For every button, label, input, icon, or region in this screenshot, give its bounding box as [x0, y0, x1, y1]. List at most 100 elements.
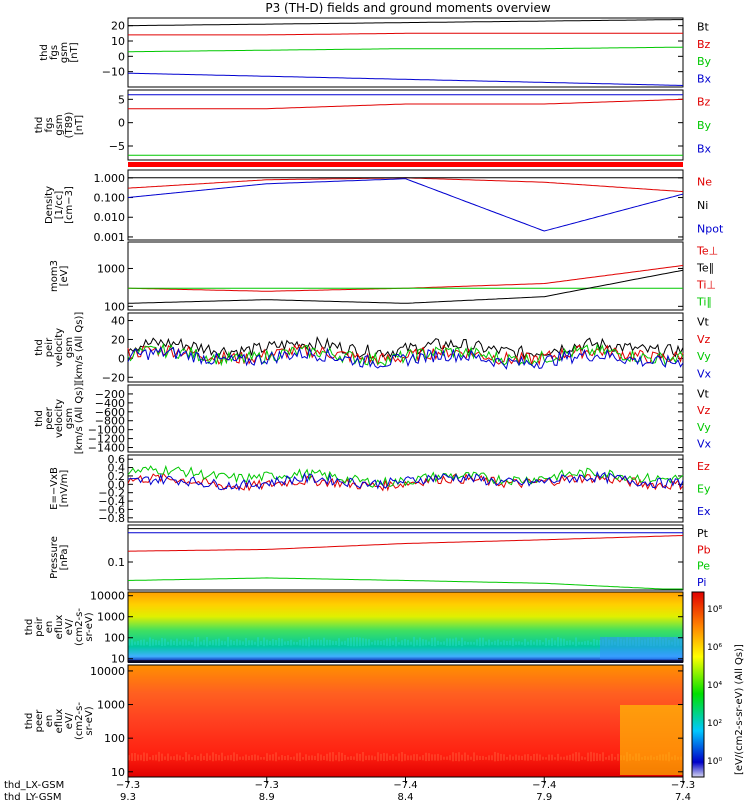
spectrogram-texture [569, 754, 571, 761]
plot-title: P3 (TH-D) fields and ground moments over… [265, 1, 550, 15]
spectrogram-texture [365, 638, 367, 646]
spectrogram-texture [320, 754, 322, 761]
legend-Ti∥: Ti∥ [696, 296, 712, 309]
spectrogram-texture [182, 757, 184, 760]
panel-electron-velocity: −200−400−600−800−1000−1200−1400 thd peer ve… [34, 383, 712, 455]
spectrogram-texture [281, 638, 283, 646]
spectrogram-texture [326, 753, 328, 761]
spectrogram-texture [584, 757, 586, 760]
spectrogram-texture [191, 757, 193, 760]
spectrogram-texture [257, 637, 259, 647]
spectrogram-texture [269, 640, 271, 646]
spectrogram-texture [560, 756, 562, 760]
spectrogram-texture [395, 756, 397, 760]
legend-Vt: Vt [697, 316, 710, 329]
y-axis-label: (cm2-s- [74, 608, 85, 646]
spectrogram-texture [380, 753, 382, 761]
spectrogram-texture [296, 753, 298, 761]
spectrogram-texture [488, 639, 490, 646]
spectrogram-texture [506, 756, 508, 760]
y-axis-label: eflux [54, 615, 65, 640]
spectrogram-texture [518, 755, 520, 761]
spectrogram-texture [233, 752, 235, 762]
y-axis-label: [cm−3] [64, 186, 75, 224]
spectrogram-texture [584, 641, 586, 645]
y-tick-label: −600 [95, 406, 125, 419]
spectrogram-texture [308, 755, 310, 761]
spectrogram-texture [164, 638, 166, 646]
y-tick-label: −400 [95, 397, 125, 410]
spectrogram-texture [530, 640, 532, 646]
legend-Vy: Vy [697, 350, 711, 363]
spectrogram-texture [383, 640, 385, 646]
legend-Bx: Bx [697, 142, 712, 155]
legend-Vx: Vx [697, 438, 712, 451]
spectrogram-texture [158, 640, 160, 646]
spectrogram-texture [500, 641, 502, 645]
spectrogram-texture [377, 752, 379, 762]
spectrogram-texture [296, 641, 298, 645]
spectrogram-texture [200, 753, 202, 761]
spectrogram-texture [272, 638, 274, 646]
legend-Ne: Ne [697, 176, 712, 189]
spectrogram-texture [308, 637, 310, 647]
spectrogram-texture [440, 755, 442, 761]
spectrogram-texture [275, 752, 277, 762]
spectrogram-texture [242, 756, 244, 760]
spectrogram-texture [206, 753, 208, 761]
legend-By: By [697, 119, 712, 132]
spectrogram-texture [512, 756, 514, 760]
colorbar-tick-label: 10⁸ [707, 605, 722, 615]
spectrogram-texture [329, 639, 331, 646]
spectrogram-texture [272, 754, 274, 761]
y-axis-label: velocity [54, 399, 65, 438]
spectrogram-texture [356, 753, 358, 761]
spectrogram-texture [365, 755, 367, 761]
spectrogram-texture [362, 638, 364, 646]
spectrogram-texture [128, 639, 130, 646]
spectrogram-texture [206, 637, 208, 647]
spectrogram-texture [497, 639, 499, 646]
spectrogram-texture [386, 753, 388, 761]
spectrogram-texture [422, 755, 424, 761]
spectrogram-texture [416, 639, 418, 646]
spectrogram-texture [341, 752, 343, 762]
spectrogram-texture [137, 754, 139, 761]
spectrogram-texture [143, 752, 145, 762]
spectrogram-texture [278, 638, 280, 646]
spectrogram-texture [443, 641, 445, 645]
x-tick-label: 7.9 [536, 792, 552, 800]
colorbar-label: [eV/(cm2-s-sr-eV) (All Qs)] [734, 644, 745, 775]
spectrogram-texture [143, 639, 145, 646]
spectrogram-texture [461, 637, 463, 647]
spectrogram-texture [599, 754, 601, 761]
y-tick-label: 0.0 [108, 478, 126, 491]
spectrogram-texture [353, 756, 355, 760]
spectrogram-ion-spec [128, 592, 683, 662]
y-tick-label: 0 [118, 352, 125, 365]
legend-Ey: Ey [697, 483, 711, 496]
spectrogram-texture [335, 755, 337, 761]
spectrogram-texture [440, 642, 442, 645]
series-fgs-gsm-Bz [128, 32, 683, 36]
spectrogram-texture [134, 641, 136, 645]
spectrogram-patch [620, 705, 683, 775]
spectrogram-texture [449, 755, 451, 761]
y-axis-label: peer [44, 406, 55, 430]
spectrogram-texture [314, 755, 316, 761]
spectrogram-texture [323, 637, 325, 647]
spectrogram-texture [245, 754, 247, 761]
spectrogram-texture [485, 641, 487, 645]
y-axis-label: velocity [54, 328, 65, 367]
spectrogram-texture [500, 753, 502, 761]
y-axis-label: [km/s (All Qs)] [74, 312, 85, 384]
spectrogram-texture [527, 641, 529, 645]
series-ion-velocity-Vt [127, 335, 684, 361]
spectrogram-texture [557, 637, 559, 647]
series-fgs-gsm-Bt [127, 19, 684, 27]
x-tick-label: −7.4 [393, 780, 417, 791]
spectrogram-texture [581, 641, 583, 645]
y-axis-label: gsm [54, 114, 65, 135]
spectrogram-texture [503, 754, 505, 761]
spectrogram-texture [278, 756, 280, 760]
